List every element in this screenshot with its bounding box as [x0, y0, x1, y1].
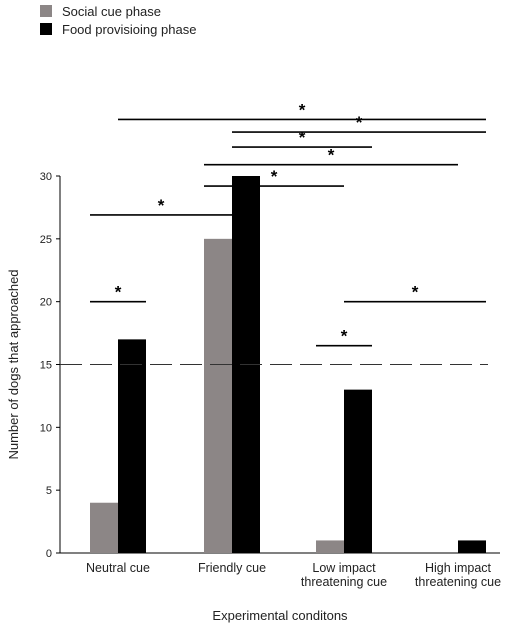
bar	[344, 389, 372, 553]
y-tick-label: 10	[40, 422, 52, 434]
bar	[90, 502, 118, 553]
x-tick-label: Low impact threatening cue	[301, 561, 387, 589]
x-tick-label: Neutral cue	[86, 561, 150, 575]
y-tick-label: 20	[40, 297, 52, 309]
x-tick-label: Friendly cue	[198, 561, 266, 575]
y-tick-label: 0	[46, 548, 52, 560]
legend-label: Social cue phase	[62, 4, 161, 19]
bar	[458, 540, 486, 553]
significance-star: *	[328, 146, 335, 165]
y-tick-label: 30	[40, 171, 52, 183]
bar	[204, 238, 232, 554]
y-tick-label: 5	[46, 485, 52, 497]
axes: 0 5 10 15 20 25 30	[40, 171, 500, 560]
legend-label: Food provisioing phase	[62, 22, 196, 37]
significance-star: *	[412, 283, 419, 302]
legend-swatch	[40, 5, 52, 17]
legend: Social cue phase Food provisioing phase	[40, 4, 196, 37]
x-tick-label-line: High impact	[425, 561, 492, 575]
significance-star: *	[271, 167, 278, 186]
y-tick-label: 25	[40, 234, 52, 246]
x-tick-label: High impact threatening cue	[415, 561, 501, 589]
bar	[316, 540, 344, 553]
legend-swatch	[40, 23, 52, 35]
axis-labels: Neutral cue Friendly cue Low impact threate…	[6, 269, 501, 623]
x-axis-title: Experimental conditons	[212, 608, 348, 623]
x-tick-label-line: Friendly cue	[198, 561, 266, 575]
significance-star: *	[158, 196, 165, 215]
significance-star: *	[115, 283, 122, 302]
significance-star: *	[299, 100, 306, 119]
significance-star: *	[356, 113, 363, 132]
y-tick-label: 15	[40, 360, 52, 372]
x-tick-label-line: Low impact	[312, 561, 376, 575]
bar	[118, 339, 146, 553]
x-tick-label-line: Neutral cue	[86, 561, 150, 575]
x-tick-label-line: threatening cue	[415, 575, 501, 589]
x-tick-label-line: threatening cue	[301, 575, 387, 589]
significance-brackets: * * * * * * * * *	[90, 100, 486, 347]
significance-star: *	[299, 128, 306, 147]
significance-star: *	[341, 327, 348, 346]
bars	[90, 176, 486, 554]
y-axis-title: Number of dogs that approached	[6, 269, 21, 459]
